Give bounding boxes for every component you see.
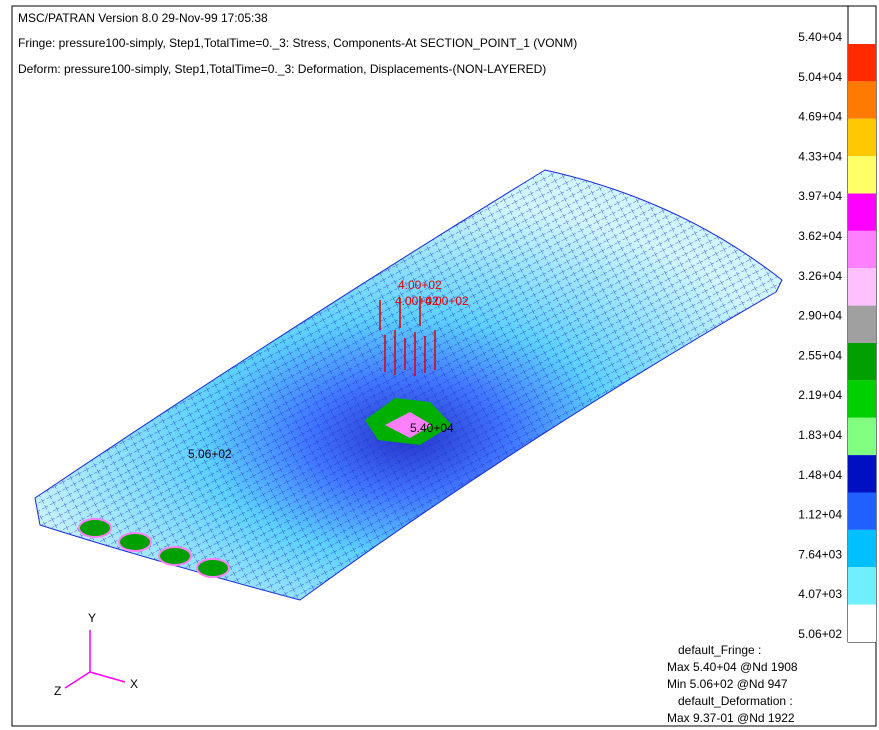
legend-label: 4.33+04 bbox=[798, 149, 842, 163]
summary-line: Min 5.06+02 @Nd 947 bbox=[667, 677, 788, 691]
legend-swatch bbox=[848, 306, 876, 343]
legend-swatch bbox=[848, 119, 876, 156]
load-label: 4.00+02 bbox=[398, 278, 442, 292]
legend-label: 4.07+03 bbox=[798, 587, 842, 601]
axis-x: X bbox=[130, 677, 138, 691]
legend-swatch bbox=[848, 380, 876, 417]
patran-viewport: MSC/PATRAN Version 8.0 29-Nov-99 17:05:3… bbox=[0, 0, 879, 730]
legend-label: 1.12+04 bbox=[798, 508, 842, 522]
legend-swatch bbox=[848, 343, 876, 380]
legend-swatch bbox=[848, 231, 876, 268]
header-deform: Deform: pressure100-simply, Step1,TotalT… bbox=[18, 62, 546, 76]
result-summary: default_Fringe : Max 5.40+04 @Nd 1908 Min … bbox=[667, 643, 798, 725]
summary-line: default_Fringe : bbox=[678, 643, 761, 657]
legend-swatch bbox=[848, 44, 876, 81]
legend-label: 4.69+04 bbox=[798, 110, 842, 124]
legend-label: 7.64+03 bbox=[798, 547, 842, 561]
load-label: 4.00+02 bbox=[425, 294, 469, 308]
summary-line: default_Deformation : bbox=[678, 694, 793, 708]
axis-triad bbox=[65, 630, 125, 688]
legend-swatch bbox=[848, 418, 876, 455]
legend-swatch bbox=[848, 455, 876, 492]
legend-label: 5.04+04 bbox=[798, 70, 842, 84]
legend-label: 5.40+04 bbox=[798, 30, 842, 44]
min-label: 5.06+02 bbox=[188, 447, 232, 461]
summary-line: Max 5.40+04 @Nd 1908 bbox=[667, 660, 798, 674]
legend-swatch bbox=[848, 81, 876, 118]
header-fringe: Fringe: pressure100-simply, Step1,TotalT… bbox=[18, 36, 577, 50]
legend-swatch bbox=[848, 530, 876, 567]
summary-line: Max 9.37-01 @Nd 1922 bbox=[667, 711, 795, 725]
legend-label: 3.97+04 bbox=[798, 189, 842, 203]
legend-swatch bbox=[848, 493, 876, 530]
axis-y: Y bbox=[88, 611, 96, 625]
legend-label: 5.06+02 bbox=[798, 627, 842, 641]
legend-label: 1.83+04 bbox=[798, 428, 842, 442]
legend-swatch bbox=[848, 605, 876, 642]
legend-swatch bbox=[848, 268, 876, 305]
legend-label: 3.62+04 bbox=[798, 229, 842, 243]
max-label: 5.40+04 bbox=[410, 421, 454, 435]
legend-label: 2.55+04 bbox=[798, 348, 842, 362]
fe-model bbox=[35, 170, 782, 600]
legend-label: 2.19+04 bbox=[798, 388, 842, 402]
legend-swatch bbox=[848, 156, 876, 193]
legend-swatch bbox=[848, 194, 876, 231]
legend-label: 2.90+04 bbox=[798, 309, 842, 323]
header-version: MSC/PATRAN Version 8.0 29-Nov-99 17:05:3… bbox=[18, 11, 268, 25]
legend-label: 3.26+04 bbox=[798, 269, 842, 283]
color-legend: 5.40+04 5.04+04 4.69+04 4.33+04 3.97+04 3.62+… bbox=[798, 6, 876, 642]
legend-swatch bbox=[848, 567, 876, 604]
legend-label: 1.48+04 bbox=[798, 468, 842, 482]
axis-z: Z bbox=[54, 684, 61, 698]
